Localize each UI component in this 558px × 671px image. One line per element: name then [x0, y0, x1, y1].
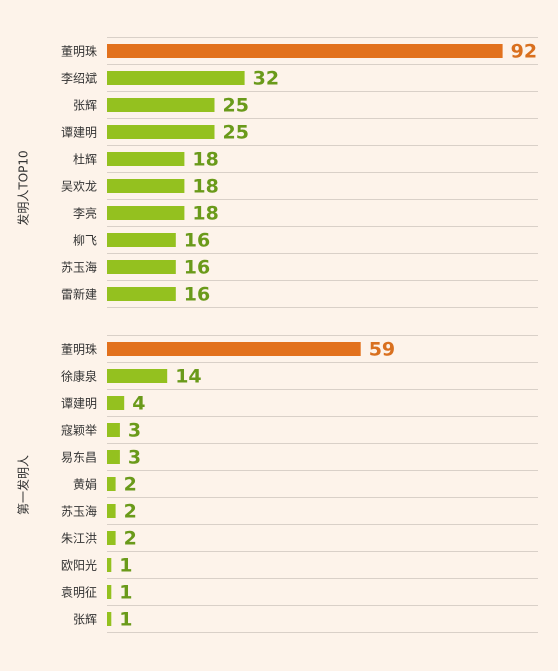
value-label: 16 [184, 230, 210, 252]
value-label: 1 [119, 609, 132, 631]
group-label: 第一发明人 [16, 455, 31, 515]
value-label: 2 [124, 474, 137, 496]
bar [107, 152, 185, 166]
value-label: 16 [184, 284, 210, 306]
category-label: 欧阳光 [61, 559, 97, 573]
category-label: 董明珠 [61, 343, 97, 357]
bar [107, 369, 168, 383]
category-label: 朱江洪 [61, 532, 97, 546]
value-label: 18 [192, 203, 218, 225]
value-label: 4 [132, 393, 145, 415]
category-label: 吴欢龙 [61, 179, 97, 194]
chart-section-top10: 发明人TOP10 董明珠 92 李绍斌 32 张辉 25 谭建明 25 杜辉 18 吴欢龙 18 李亮 18… [16, 37, 538, 308]
category-label: 谭建明 [61, 397, 97, 411]
value-label: 59 [369, 339, 395, 361]
bar [107, 423, 120, 437]
bar [107, 477, 116, 491]
value-label: 25 [223, 95, 249, 117]
category-label: 李绍斌 [61, 71, 97, 86]
bar [107, 233, 176, 247]
bar [107, 612, 112, 626]
value-label: 92 [511, 41, 537, 63]
category-label: 苏玉海 [61, 260, 97, 275]
bar [107, 504, 116, 518]
category-label: 董明珠 [61, 45, 97, 59]
value-label: 1 [119, 582, 132, 604]
bar [107, 98, 215, 112]
value-label: 18 [192, 176, 218, 198]
bar [107, 396, 125, 410]
bar [107, 71, 245, 85]
category-label: 谭建明 [61, 126, 97, 140]
value-label: 25 [223, 122, 249, 144]
category-label: 袁明征 [61, 586, 97, 600]
bar [107, 342, 361, 356]
bar [107, 125, 215, 139]
bar [107, 44, 503, 58]
group-label: 发明人TOP10 [16, 150, 31, 225]
category-label: 杜辉 [73, 152, 97, 167]
bar [107, 558, 112, 572]
value-label: 14 [175, 366, 201, 388]
bar [107, 531, 116, 545]
value-label: 3 [128, 420, 141, 442]
category-label: 李亮 [73, 206, 97, 221]
category-label: 徐康泉 [61, 369, 97, 384]
value-label: 32 [253, 68, 279, 90]
value-label: 3 [128, 447, 141, 469]
value-label: 18 [192, 149, 218, 171]
bar [107, 260, 176, 274]
value-label: 2 [124, 528, 137, 550]
category-label: 易东昌 [61, 451, 97, 465]
bar [107, 287, 176, 301]
category-label: 寇颖举 [61, 423, 97, 438]
bar [107, 179, 185, 193]
value-label: 2 [124, 501, 137, 523]
value-label: 1 [119, 555, 132, 577]
category-label: 柳飞 [73, 234, 97, 248]
category-label: 苏玉海 [61, 504, 97, 519]
value-label: 16 [184, 257, 210, 279]
category-label: 黄娟 [73, 478, 97, 492]
category-label: 张辉 [73, 613, 97, 627]
bar [107, 585, 112, 599]
bar [107, 206, 185, 220]
chart-section-first-inventor: 第一发明人 董明珠 59 徐康泉 14 谭建明 4 寇颖举 3 易东昌 3 黄娟 2 苏玉海 2 朱江洪 2 欧阳… [16, 335, 538, 633]
category-label: 张辉 [73, 99, 97, 113]
bar [107, 450, 120, 464]
category-label: 雷新建 [61, 287, 97, 302]
